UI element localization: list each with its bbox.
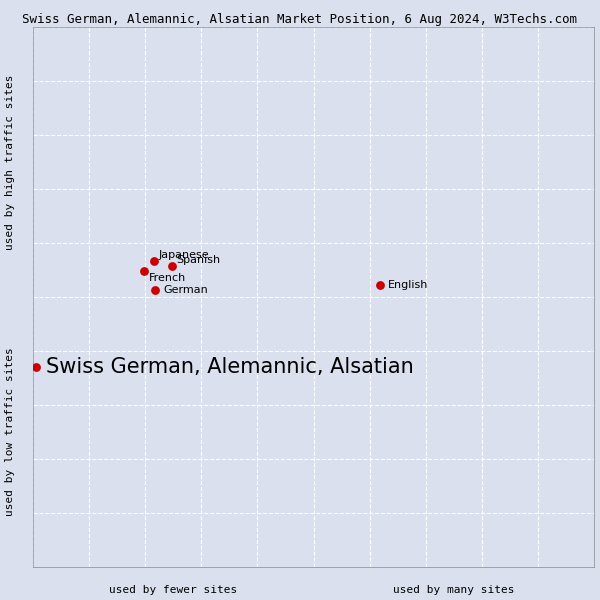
Text: English: English [388,280,428,290]
Text: French: French [149,272,186,283]
Text: used by low traffic sites: used by low traffic sites [5,347,15,517]
Text: used by fewer sites: used by fewer sites [109,585,238,595]
Text: used by many sites: used by many sites [393,585,515,595]
Text: German: German [164,285,208,295]
Text: used by high traffic sites: used by high traffic sites [5,74,15,250]
Text: Swiss German, Alemannic, Alsatian Market Position, 6 Aug 2024, W3Techs.com: Swiss German, Alemannic, Alsatian Market… [23,13,577,26]
Point [139,266,149,276]
Point [375,280,385,290]
Text: Swiss German, Alemannic, Alsatian: Swiss German, Alemannic, Alsatian [46,357,413,377]
Point [31,362,41,372]
Text: Japanese: Japanese [158,250,209,260]
Point [167,261,177,271]
Point [151,285,160,295]
Point [149,256,158,266]
Text: Spanish: Spanish [176,255,221,265]
